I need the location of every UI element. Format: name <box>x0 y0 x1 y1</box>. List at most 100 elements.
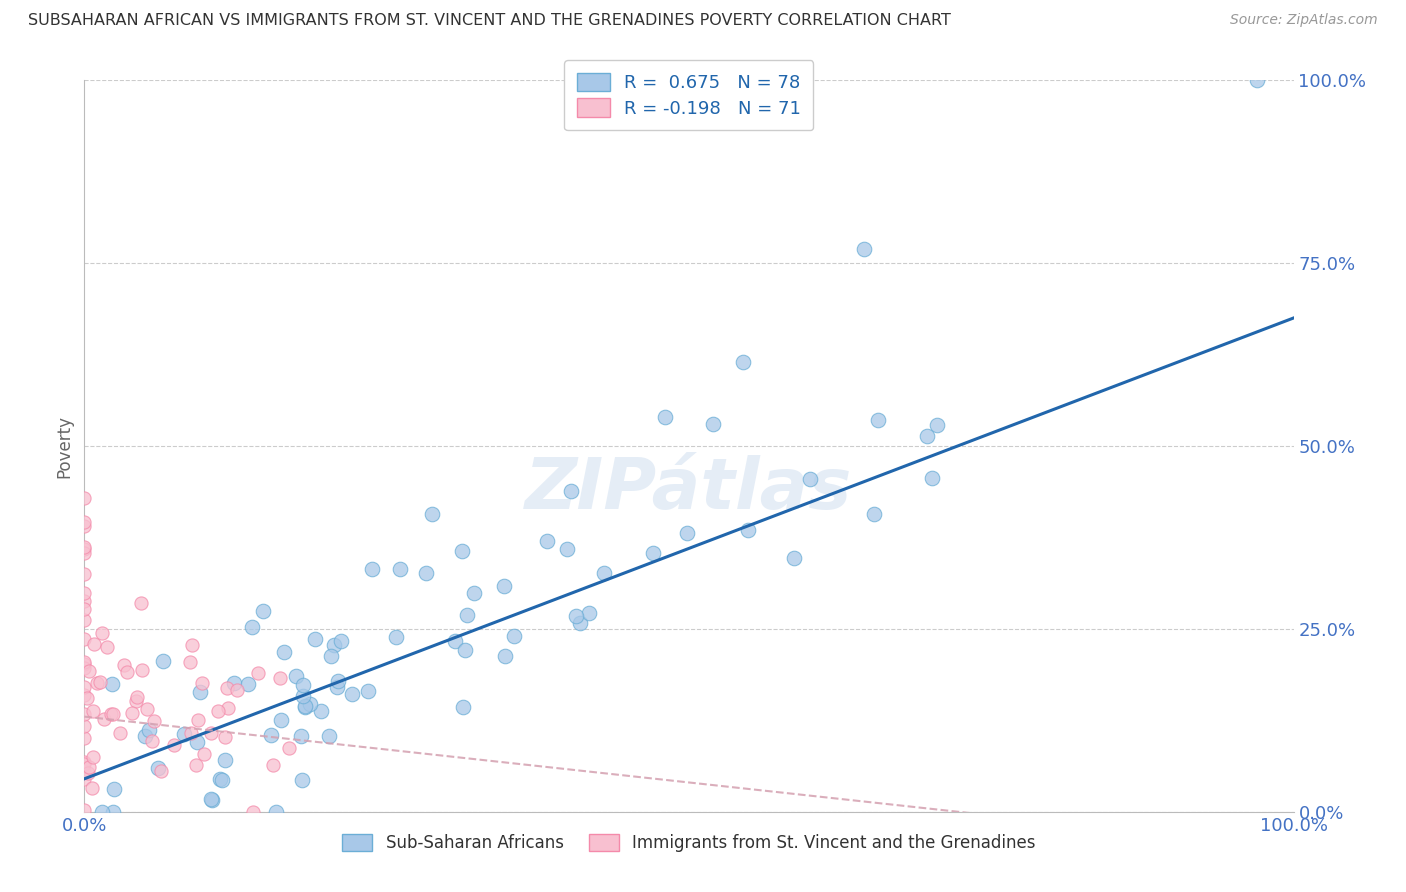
Point <box>211 773 233 788</box>
Point <box>73 602 96 616</box>
Point <box>200 793 222 807</box>
Point <box>294 700 316 714</box>
Point <box>112 657 135 672</box>
Point <box>108 725 131 739</box>
Point <box>73 586 96 600</box>
Point <box>76 691 98 706</box>
Point <box>73 756 96 771</box>
Point <box>494 649 516 664</box>
Point <box>79 665 101 679</box>
Point <box>125 693 148 707</box>
Point <box>456 608 478 623</box>
Point <box>702 417 724 431</box>
Point <box>273 645 295 659</box>
Point <box>101 805 124 819</box>
Point <box>149 764 172 779</box>
Point <box>502 629 524 643</box>
Point <box>187 714 209 728</box>
Point <box>73 803 96 817</box>
Point <box>73 661 96 675</box>
Point <box>200 792 222 806</box>
Point <box>863 507 886 521</box>
Point <box>73 545 96 559</box>
Point <box>131 596 153 610</box>
Point <box>247 665 270 680</box>
Point <box>304 632 326 646</box>
Point <box>73 491 96 505</box>
Point <box>214 731 236 745</box>
Point <box>593 566 616 581</box>
Point <box>420 507 443 521</box>
Point <box>103 782 125 797</box>
Point <box>291 678 314 692</box>
Point <box>737 524 759 538</box>
Point <box>733 355 755 369</box>
Point <box>179 656 201 670</box>
Text: SUBSAHARAN AFRICAN VS IMMIGRANTS FROM ST. VINCENT AND THE GRENADINES POVERTY COR: SUBSAHARAN AFRICAN VS IMMIGRANTS FROM ST… <box>28 13 950 29</box>
Point <box>290 729 312 743</box>
Point <box>73 719 96 733</box>
Point <box>73 688 96 702</box>
Point <box>86 675 108 690</box>
Point <box>101 706 124 721</box>
Point <box>291 773 314 788</box>
Point <box>152 654 174 668</box>
Point <box>180 726 202 740</box>
Point <box>73 613 96 627</box>
Point <box>384 630 406 644</box>
Point <box>326 673 349 688</box>
Point <box>73 772 96 787</box>
Point <box>131 663 153 677</box>
Point <box>77 760 100 774</box>
Point <box>73 706 96 721</box>
Point <box>73 755 96 769</box>
Point <box>138 723 160 737</box>
Point <box>100 677 122 691</box>
Point <box>340 687 363 701</box>
Point <box>73 518 96 533</box>
Point <box>207 704 229 718</box>
Point <box>260 728 283 742</box>
Point <box>450 544 472 558</box>
Point <box>565 609 588 624</box>
Point <box>654 409 676 424</box>
Point <box>73 731 96 745</box>
Point <box>454 643 477 657</box>
Point <box>73 655 96 669</box>
Point <box>494 579 516 593</box>
Point <box>73 632 96 646</box>
Point <box>73 540 96 554</box>
Point <box>415 566 437 580</box>
Point <box>83 637 105 651</box>
Point <box>360 562 382 576</box>
Point <box>224 676 246 690</box>
Point <box>82 704 104 718</box>
Point <box>536 533 558 548</box>
Point <box>866 413 889 427</box>
Point <box>927 418 949 433</box>
Point <box>73 764 96 778</box>
Point <box>578 607 600 621</box>
Point <box>136 702 159 716</box>
Point <box>294 699 316 714</box>
Point <box>100 706 122 721</box>
Point <box>299 697 322 711</box>
Point <box>91 626 114 640</box>
Point <box>80 781 103 796</box>
Point <box>125 690 148 705</box>
Point <box>89 674 111 689</box>
Point <box>217 700 239 714</box>
Text: ZIPátlas: ZIPátlas <box>526 456 852 524</box>
Point <box>322 638 344 652</box>
Point <box>141 734 163 748</box>
Point <box>1246 73 1268 87</box>
Point <box>121 706 143 721</box>
Point <box>921 471 943 485</box>
Point <box>569 616 592 631</box>
Point <box>357 683 380 698</box>
Point <box>318 729 340 743</box>
Point <box>242 620 264 634</box>
Point <box>73 593 96 607</box>
Point <box>73 542 96 557</box>
Point <box>236 677 259 691</box>
